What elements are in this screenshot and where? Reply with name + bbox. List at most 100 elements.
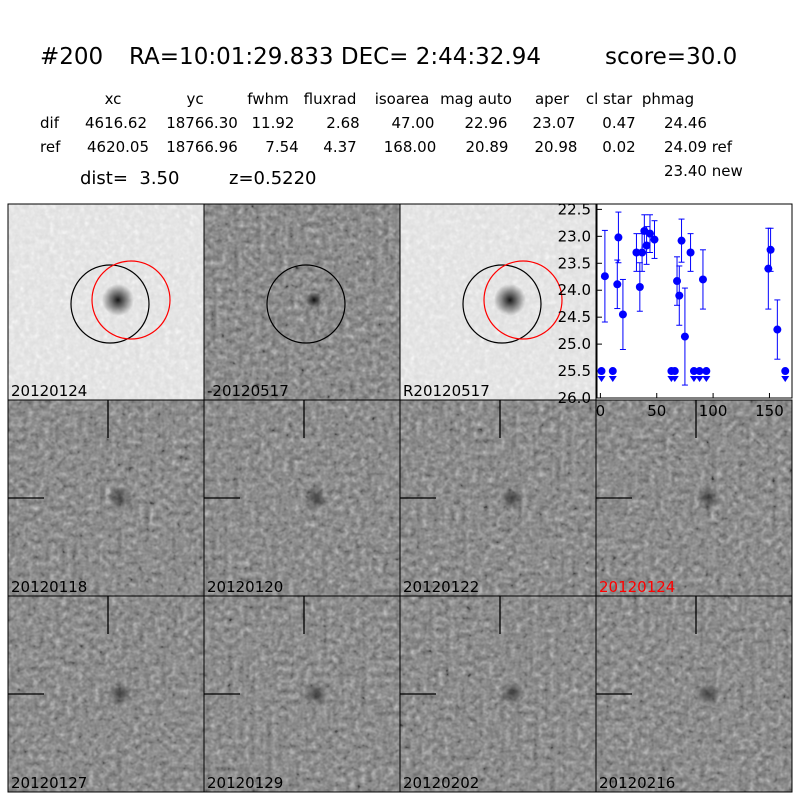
x-tick-label: 150 [755,402,784,420]
row-label: ref [40,138,61,156]
data-point [650,235,659,244]
candidate-id: #200 [40,44,103,70]
panel-label: 20120124 [11,382,87,400]
x-tick-label: 50 [647,402,666,420]
table-cell: 4616.62 [85,114,147,132]
source-blob [304,486,328,510]
table-cell: 20.89 [466,138,509,156]
data-point [773,325,782,334]
aperture-circle [266,264,346,344]
data-point [597,367,606,376]
source-blob [500,486,524,510]
phmag-new: 23.40 new [664,162,743,180]
panel-label: 20120202 [403,774,479,792]
data-point [638,248,647,257]
panel-label: 20120216 [599,774,675,792]
data-point [702,367,711,376]
data-point [680,332,689,341]
source-blob [108,486,132,510]
redshift: z=0.5220 [229,168,317,189]
data-point [600,272,609,281]
data-point [689,367,698,376]
table-cell: 0.47 [602,114,635,132]
upper-limit-arrow [702,376,711,383]
table-cell: 4620.05 [87,138,149,156]
column-header: cl star [586,90,633,108]
table-cell: 0.02 [602,138,635,156]
column-header: yc [186,90,203,108]
panel-label: 20120122 [403,578,479,596]
data-point [673,277,682,286]
table-cell: 47.00 [392,114,435,132]
source-blob [304,682,328,706]
panel-label: 20120127 [11,774,87,792]
data-point [632,248,641,257]
upper-limit-arrow [670,376,679,383]
column-header: mag auto [440,90,512,108]
column-header: isoarea [375,90,430,108]
data-point [642,241,651,250]
data-point [618,310,627,319]
data-point [781,367,790,376]
data-point [766,245,775,254]
image-panels: 20120124 -20120517 R20120517 20120118 201201… [7,203,793,793]
source-blob [108,682,132,706]
source-blob [696,486,720,510]
panel-label: 20120120 [207,578,283,596]
aperture-circle [462,264,542,344]
row-label: dif [40,114,60,132]
table-cell: 22.96 [465,114,508,132]
upper-limit-arrow [689,376,698,383]
column-header: fluxrad [304,90,357,108]
y-tick-label: 22.5 [558,200,591,218]
light-curve: 22.5 23.0 23.5 24.0 24.5 25.0 25.5 26.0 0 50 100 15… [558,200,793,420]
source-blob [306,292,322,308]
aperture-circle-red [483,260,563,340]
image-noise [204,204,400,400]
column-header: fwhm [247,90,288,108]
table-cell: 4.37 [323,138,356,156]
column-header: phmag [642,90,694,108]
panel-label: 20120124 [599,578,675,596]
panel-frame [595,595,793,793]
table-cell: 24.09 ref [664,138,733,156]
x-tick-label: 100 [699,402,728,420]
data-point [686,248,695,257]
column-header: aper [535,90,570,108]
table-cell: 23.07 [533,114,576,132]
source-blob [494,284,526,316]
y-tick-label: 23.0 [558,227,591,245]
x-tick-label: 0 [596,402,606,420]
table-cell: 2.68 [326,114,359,132]
coordinates: RA=10:01:29.833 DEC= 2:44:32.94 [129,44,541,70]
panel-label: 20120129 [207,774,283,792]
aperture-circle [70,264,150,344]
y-tick-label: 24.5 [558,308,591,326]
source-blob [500,682,524,706]
y-tick-label: 25.0 [558,335,591,353]
table-cell: 20.98 [535,138,578,156]
table-cell: 18766.96 [166,138,238,156]
source-blob [102,284,134,316]
source-blob [696,682,720,706]
upper-limit-arrow [608,376,617,383]
panel-label: R20120517 [403,382,490,400]
y-tick-label: 24.0 [558,281,591,299]
data-point [645,229,654,238]
upper-limit-arrow [781,376,790,383]
table-cell: 11.92 [252,114,295,132]
panel-label: -20120517 [207,382,289,400]
data-point [608,367,617,376]
data-point [670,367,679,376]
data-point [698,275,707,284]
distance: dist= 3.50 [80,168,179,189]
y-tick-label: 26.0 [558,389,591,407]
column-header: xc [105,90,122,108]
y-tick-label: 23.5 [558,254,591,272]
upper-limit-arrow [695,376,704,383]
score: score=30.0 [605,44,737,70]
data-point [614,233,623,242]
table-cell: 168.00 [384,138,437,156]
